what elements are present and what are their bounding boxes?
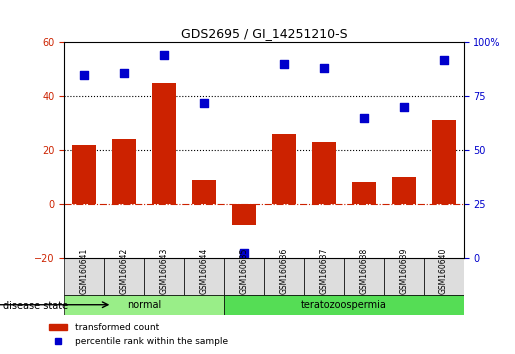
Point [359,115,368,121]
Text: GSM160639: GSM160639 [399,248,408,295]
Point [160,52,168,58]
Title: GDS2695 / GI_14251210-S: GDS2695 / GI_14251210-S [181,27,347,40]
Bar [72,145,96,204]
Bar [64,295,224,315]
Bar [344,258,384,295]
Point [200,100,208,105]
Point [80,72,89,78]
Bar [352,182,375,204]
Point [120,70,128,75]
Bar [304,258,344,295]
Bar [184,258,224,295]
Bar [423,258,464,295]
Bar [272,134,296,204]
Bar [232,204,256,225]
Legend: transformed count, percentile rank within the sample: transformed count, percentile rank withi… [46,320,231,349]
Point [240,251,248,256]
Text: GSM160638: GSM160638 [359,248,368,295]
Bar [112,139,136,204]
Bar [144,258,184,295]
Bar [224,258,264,295]
Text: GSM160636: GSM160636 [280,248,288,295]
Bar [104,258,144,295]
Bar [392,177,416,204]
Bar [432,120,455,204]
Bar [312,142,336,204]
Bar [384,258,423,295]
Text: GSM160644: GSM160644 [200,248,209,295]
Text: GSM160642: GSM160642 [120,248,129,295]
Text: normal: normal [127,300,161,310]
Point [400,104,408,110]
Text: GSM160643: GSM160643 [160,248,168,295]
Text: GSM160640: GSM160640 [439,248,448,295]
Text: GSM160635: GSM160635 [239,248,248,295]
Text: GSM160637: GSM160637 [319,248,328,295]
Text: GSM160641: GSM160641 [80,248,89,295]
Text: teratozoospermia: teratozoospermia [301,300,387,310]
Point [439,57,448,63]
Point [320,65,328,71]
Bar [64,258,104,295]
Bar [192,180,216,204]
Point [280,61,288,67]
Bar [152,83,176,204]
Bar [264,258,304,295]
Bar [224,295,464,315]
Text: disease state: disease state [3,301,67,311]
